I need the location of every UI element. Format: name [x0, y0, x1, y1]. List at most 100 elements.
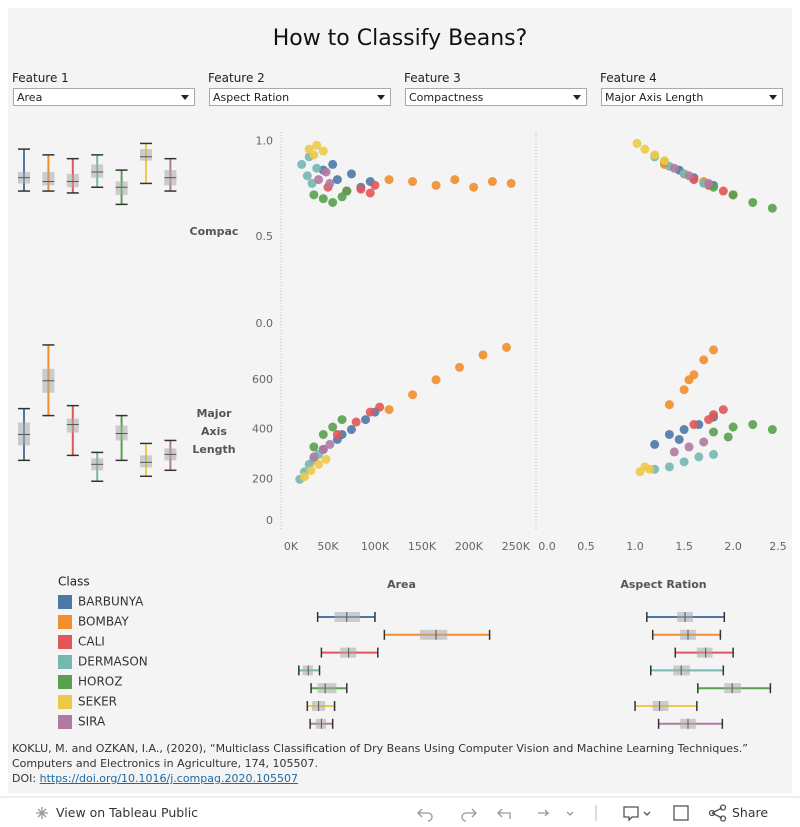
scatter-point: [337, 415, 347, 425]
scatter-point: [309, 150, 319, 160]
legend-label: SEKER: [78, 695, 117, 709]
x-tick-label: 0.5: [577, 540, 595, 553]
scatter-point: [469, 182, 479, 192]
scatter-point: [689, 420, 699, 430]
dropdown[interactable]: Compactness: [405, 88, 587, 106]
y-tick-label: 0.5: [256, 230, 274, 243]
caret[interactable]: [377, 95, 385, 100]
y-tick-label: 400: [252, 423, 273, 436]
scatter-point: [314, 459, 324, 469]
share-icon-dot: [719, 815, 727, 822]
legend-label: DERMASON: [78, 655, 148, 669]
filter-label: Feature 1: [12, 71, 69, 85]
scatter-point: [487, 177, 497, 187]
scatter-point: [332, 175, 342, 185]
legend-swatch: [58, 715, 72, 729]
undo-icon: [417, 808, 433, 822]
scatter-point: [684, 375, 694, 385]
scatter-point: [664, 429, 674, 439]
scatter-point: [684, 171, 694, 181]
box: [91, 164, 104, 178]
y-tick-label: 0: [266, 514, 273, 527]
scatter-point: [669, 447, 679, 457]
scatter-point: [307, 178, 317, 188]
box: [696, 647, 713, 658]
x-axis-label: Aspect Ration: [620, 578, 706, 591]
refresh-icon: [538, 809, 574, 817]
scatter-point: [299, 472, 309, 482]
legend-label: CALI: [78, 635, 105, 649]
scatter-point: [318, 194, 328, 204]
scatter-point: [674, 434, 684, 444]
scatter-point: [684, 442, 694, 452]
scatter-point: [365, 188, 375, 198]
x-tick-label: 2.0: [724, 540, 742, 553]
legend-label: BARBUNYA: [78, 595, 144, 609]
scatter-point: [361, 415, 371, 425]
legend-swatch: [58, 595, 72, 609]
box: [652, 701, 669, 711]
caret[interactable]: [181, 95, 189, 100]
x-tick-label: 1.0: [626, 540, 644, 553]
dropdown-value[interactable]: Major Axis Length: [605, 91, 704, 104]
scatter-point: [325, 178, 335, 188]
scatter-point: [302, 171, 312, 181]
scatter-point: [699, 437, 709, 447]
scatter-point: [321, 167, 331, 177]
fullscreen-icon: [673, 805, 689, 821]
box: [420, 629, 448, 640]
box: [140, 149, 152, 161]
x-tick-label: 0K: [284, 540, 299, 553]
scatter-point: [450, 175, 460, 185]
dropdown[interactable]: Area: [13, 88, 195, 106]
scatter-point: [704, 178, 714, 188]
scatter-point: [384, 405, 394, 415]
scatter-point: [297, 159, 307, 169]
filter-label: Feature 4: [600, 71, 657, 85]
x-tick-label: 50K: [317, 540, 339, 553]
scatter-point: [748, 197, 758, 207]
doi-link[interactable]: https://doi.org/10.1016/j.compag.2020.10…: [39, 772, 298, 785]
dropdown[interactable]: Major Axis Length: [601, 88, 783, 106]
x-tick-label: 100K: [361, 540, 390, 553]
scatter-point: [318, 444, 328, 454]
dropdown-value[interactable]: Aspect Ration: [213, 91, 290, 104]
scatter-point: [669, 163, 679, 173]
scatter-point: [325, 439, 335, 449]
scatter-point: [632, 138, 642, 148]
scatter-point: [312, 140, 322, 150]
scatter-point: [346, 425, 356, 435]
scatter-point: [312, 163, 322, 173]
caret[interactable]: [573, 95, 581, 100]
scatter-point: [328, 197, 338, 207]
scatter-point: [375, 402, 385, 412]
legend-swatch: [58, 655, 72, 669]
scatter-point: [650, 150, 660, 160]
scatter-point: [318, 429, 328, 439]
view-on-tableau[interactable]: View on Tableau Public: [56, 805, 199, 820]
scatter-point: [478, 350, 488, 360]
revert-icon: [497, 808, 511, 819]
scatter-point: [332, 429, 342, 439]
y-tick-label: 1.0: [256, 135, 274, 148]
dropdown[interactable]: Aspect Ration: [209, 88, 391, 106]
scatter-point: [309, 452, 319, 462]
scatter-point: [328, 422, 338, 432]
scatter-point: [318, 146, 328, 156]
x-tick-label: 2.5: [769, 540, 787, 553]
scatter-point: [365, 407, 375, 417]
scatter-point: [723, 432, 733, 442]
caret[interactable]: [769, 95, 777, 100]
scatter-point: [431, 375, 441, 385]
scatter-point: [679, 425, 689, 435]
share-button[interactable]: Share: [732, 805, 769, 820]
dropdown-value[interactable]: Compactness: [409, 91, 484, 104]
scatter-point: [767, 203, 777, 213]
dropdown-value[interactable]: Area: [17, 91, 43, 104]
y-tick-label: 600: [252, 373, 273, 386]
scatter-point: [748, 420, 758, 430]
doi-label: DOI:: [12, 772, 37, 785]
dashboard-background: [8, 8, 792, 793]
share-icon-dot: [719, 804, 727, 811]
